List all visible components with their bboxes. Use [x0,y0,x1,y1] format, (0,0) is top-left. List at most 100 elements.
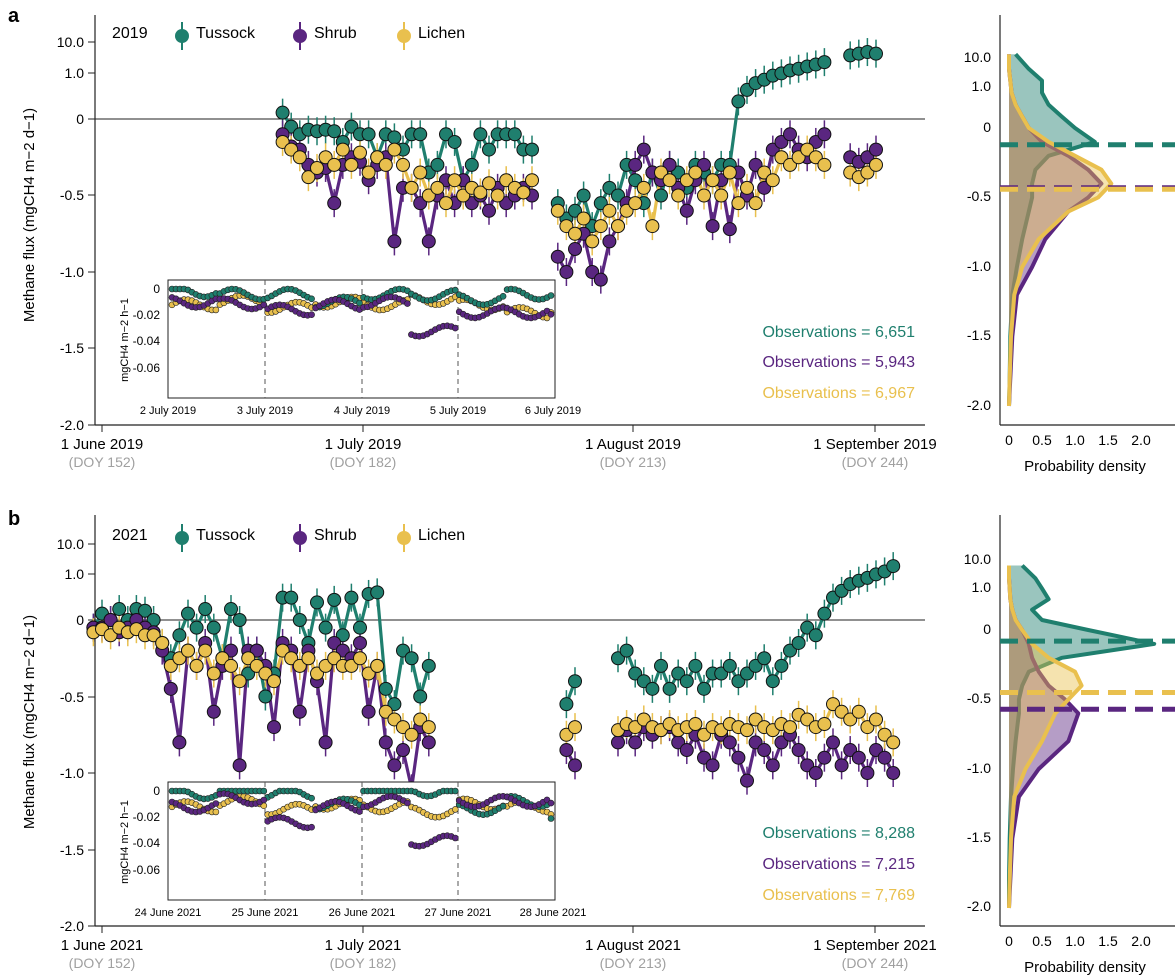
inset-y-tick: -0.06 [133,361,161,375]
data-point-tussock [645,681,660,696]
data-point-shrub [817,750,832,765]
data-point-shrub [886,766,901,780]
data-point-shrub [877,750,892,765]
inset-point-shrub [356,808,363,815]
data-point-lichen [817,157,832,172]
data-point-tussock [189,620,204,635]
density-y-tick: -1.0 [967,760,991,776]
inset-y-tick: -0.02 [133,810,161,824]
data-point-lichen [447,173,462,188]
legend-label: Shrub [314,25,357,42]
x-tick-label: 1 August 2021 [585,937,681,954]
series-group [275,38,883,294]
density-plot: 10.0 1.0 0 -0.5 -1.0 -1.5 -2.0 0 0.5 1.0… [964,15,1175,475]
y-tick-label: -2.0 [60,417,84,433]
density-plot: 10.0 1.0 0 -0.5 -1.0 -1.5 -2.0 0 0.5 1.0… [964,515,1175,976]
observations-shrub: Observations = 7,215 [762,856,915,873]
panel-b: b Methane flux (mgCH4 m−2 d−1) 2021 Tuss… [8,508,1175,976]
data-point-lichen [353,145,367,160]
inset-point-shrub [260,796,268,804]
x-tick-label: 1 August 2019 [585,436,681,453]
legend-label: Lichen [418,25,465,42]
density-x-label: Probability density [1024,959,1146,976]
inset-y-tick: 0 [153,282,160,296]
inset-y-label: mgCH4 m−2 h−1 [119,800,131,884]
data-point-lichen [525,173,539,188]
data-point-shrub [387,234,402,249]
data-point-shrub [593,272,608,287]
data-point-tussock [697,681,711,696]
data-point-shrub [361,704,376,719]
data-point-shrub [482,203,496,218]
data-point-lichen [765,173,780,188]
legend-tussock: Tussock [175,22,256,50]
inset-point-tussock [547,815,555,822]
data-point-shrub [318,735,333,750]
y-tick-label: -1.5 [60,340,84,356]
y-tick-label: -1.5 [60,842,84,858]
density-x-tick: 0 [1005,432,1013,448]
data-point-shrub [628,735,643,750]
data-point-lichen [611,219,625,234]
density-line-tussock [1007,564,1157,908]
density-y-tick: 0 [983,621,991,637]
inset-x-tick: 24 June 2021 [135,907,202,919]
data-point-lichen [851,704,866,719]
data-point-lichen [886,735,901,750]
data-point-tussock [292,613,307,627]
inset-point-tussock [547,292,555,299]
data-point-shrub [869,142,883,157]
inset-y-label: mgCH4 m−2 h−1 [119,298,131,382]
data-point-tussock [568,674,582,689]
series-group [86,552,901,803]
data-point-lichen [628,196,643,211]
data-point-lichen [688,717,703,732]
density-y-tick: 10.0 [964,49,991,65]
data-point-tussock [447,134,462,149]
legend-shrub: Shrub [293,524,357,552]
data-point-lichen [722,165,737,180]
data-point-lichen [292,150,307,165]
legend-shrub: Shrub [293,22,357,50]
x-ticks: 1 June 2019 (DOY 152) 1 July 2019 (DOY 1… [61,425,937,470]
density-y-tick: -1.5 [967,829,991,845]
data-point-tussock [284,590,299,605]
data-point-lichen [490,188,505,203]
data-point-lichen [576,211,591,226]
data-point-lichen [353,651,367,666]
data-point-tussock [482,142,496,157]
data-point-tussock [404,651,419,666]
inset-point-tussock [499,292,507,300]
data-point-lichen [731,196,746,211]
data-point-shrub [421,735,436,750]
data-point-shrub [559,743,574,758]
data-point-lichen [714,188,729,203]
inset-point-lichen [451,806,459,813]
legend-tussock: Tussock [175,524,256,552]
data-point-tussock [619,643,634,658]
data-point-tussock [464,157,479,172]
data-point-lichen [198,643,213,658]
data-point-lichen [404,727,419,742]
x-ticks: 1 June 2021 (DOY 152) 1 July 2021 (DOY 1… [61,926,937,971]
inset-x-tick: 25 June 2021 [232,907,299,919]
data-point-shrub [722,222,737,237]
y-ticks: 10.0 1.0 0 -0.5 -1.0 -1.5 -2.0 [57,34,95,433]
inset-chart: mgCH4 m−2 h−1 0 -0.02 -0.04 -0.06 24 Jun… [119,781,586,919]
data-point-lichen [662,173,677,188]
data-point-lichen [439,196,453,211]
data-point-shrub [731,750,746,765]
y-tick-label: -1.0 [60,765,84,781]
inset-point-shrub [260,301,268,309]
data-point-lichen [310,160,324,175]
data-point-lichen [671,188,686,203]
inset-point-tussock [499,802,507,810]
x-tick-doy: (DOY 244) [842,454,909,470]
data-point-tussock [387,130,402,145]
data-point-shrub [705,758,720,773]
main-axes: 10.0 1.0 0 -0.5 -1.0 -1.5 -2.0 1 June 20… [57,515,937,971]
data-point-lichen [335,142,350,157]
data-point-tussock [224,602,238,617]
data-point-tussock [662,681,677,696]
data-point-shrub [292,704,307,719]
